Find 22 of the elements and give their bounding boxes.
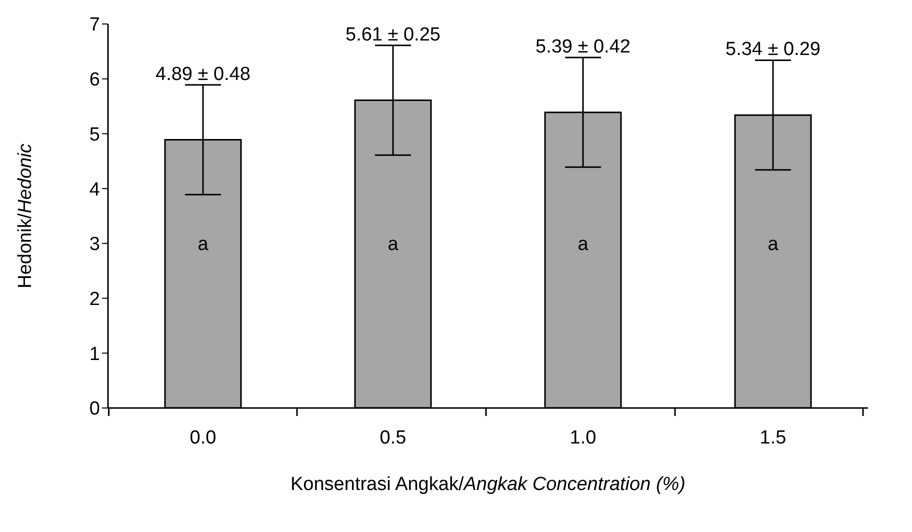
- y-tick-label: 6: [89, 70, 100, 91]
- x-tick-label: 1.0: [570, 427, 596, 448]
- y-tick-label: 0: [89, 398, 100, 420]
- data-label: 4.89 ± 0.48: [156, 64, 250, 85]
- data-label: 5.61 ± 0.25: [346, 24, 440, 46]
- annotation: a: [768, 234, 779, 255]
- annotation: a: [198, 234, 209, 255]
- y-axis-title: Hedonik/Hedonic: [15, 144, 37, 288]
- x-tick-label: 0.0: [190, 427, 216, 448]
- annotation: a: [578, 234, 589, 255]
- data-label: 5.39 ± 0.42: [536, 36, 630, 58]
- y-tick-label: 1: [89, 344, 100, 365]
- x-tick-label: 1.5: [760, 427, 786, 448]
- y-tick-label: 4: [89, 179, 100, 200]
- x-tick-label: 0.5: [380, 427, 406, 448]
- data-label: 5.34 ± 0.29: [726, 39, 820, 60]
- y-tick-label: 3: [89, 234, 100, 256]
- y-tick-label: 7: [89, 14, 100, 36]
- annotation: a: [388, 234, 399, 255]
- y-tick-label: 5: [89, 124, 100, 146]
- y-tick-label: 2: [89, 289, 100, 310]
- x-axis-title: Konsentrasi Angkak/Angkak Concentration (%): [290, 474, 686, 496]
